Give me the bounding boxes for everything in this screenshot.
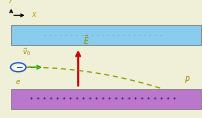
Bar: [11, 88, 200, 109]
Text: e: e: [16, 79, 20, 85]
Text: - - - - - - - - - - - - - - - - - - - - - - -: - - - - - - - - - - - - - - - - - - - - …: [44, 33, 162, 37]
Circle shape: [11, 63, 26, 72]
Text: $\vec{E}$: $\vec{E}$: [83, 33, 89, 47]
Text: x: x: [31, 10, 36, 19]
Text: + + + + + + + + + + + + + + + + + + + + + + +: + + + + + + + + + + + + + + + + + + + + …: [30, 96, 176, 101]
Text: P: P: [184, 76, 188, 85]
Text: y: y: [8, 0, 12, 3]
Text: $\vec{v}_0$: $\vec{v}_0$: [22, 46, 31, 58]
Bar: [11, 25, 200, 45]
Text: −: −: [15, 63, 22, 72]
